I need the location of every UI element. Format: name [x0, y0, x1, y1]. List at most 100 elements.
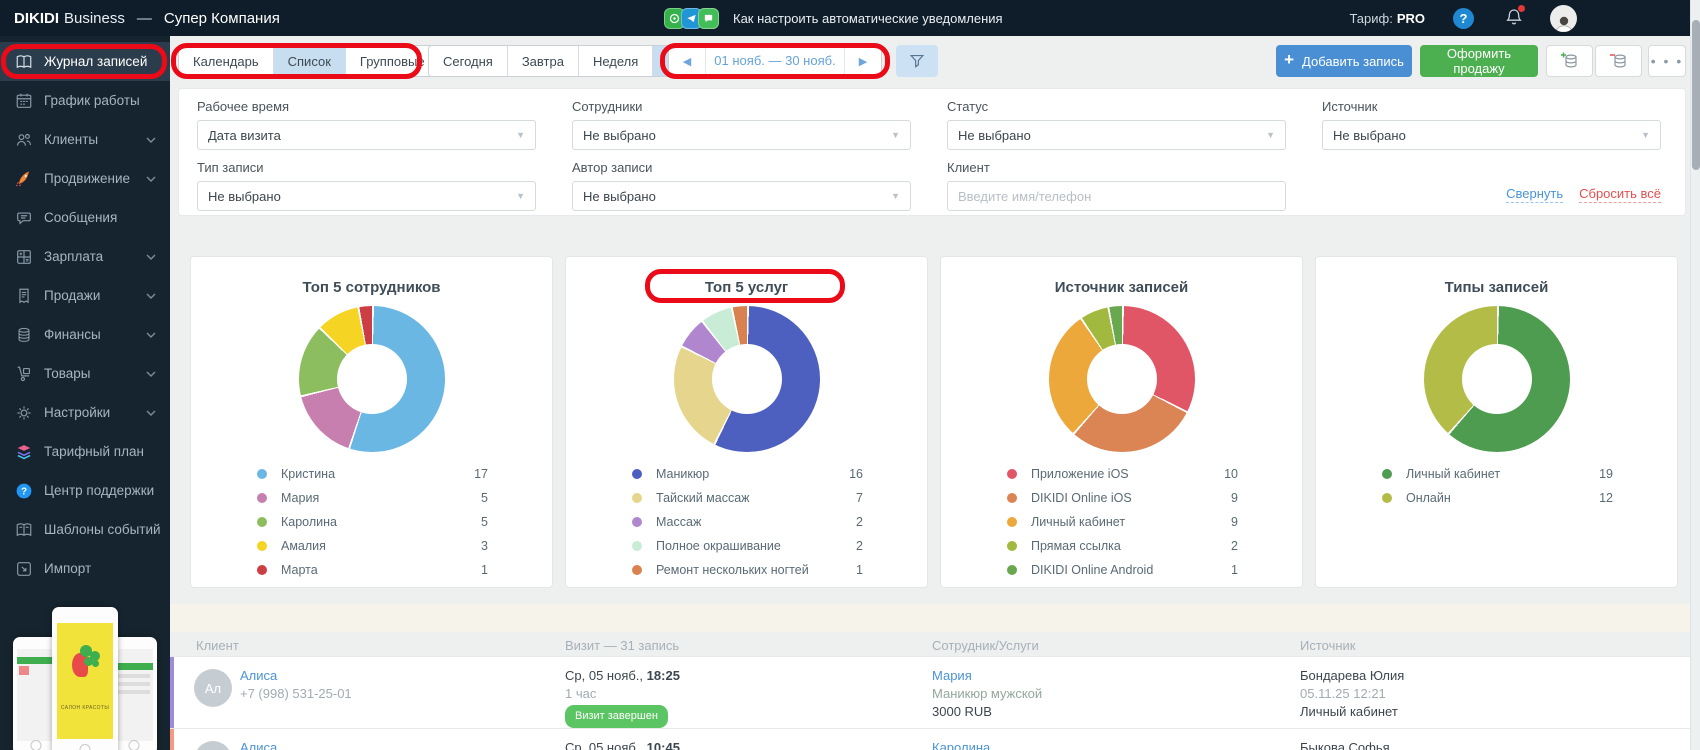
legend-dot — [1007, 541, 1017, 551]
user-avatar[interactable] — [1550, 4, 1577, 32]
donut-hole — [336, 344, 407, 414]
sidebar: Журнал записей График работы Клиенты Продви… — [0, 36, 170, 750]
legend-value: 9 — [1231, 491, 1238, 505]
dropdown-arrow-icon: ▼ — [891, 130, 900, 140]
sidebar-item-label: Журнал записей — [44, 54, 148, 69]
sidebar-item-messages[interactable]: Сообщения — [0, 198, 170, 237]
source-cell: Быкова Софья — [1300, 739, 1390, 750]
column-employee: Сотрудник/Услуги — [932, 638, 1039, 653]
filter-field-4: Источник Не выбрано ▼ — [1322, 99, 1661, 150]
sidebar-item-support[interactable]: ? Центр поддержки — [0, 471, 170, 510]
filter-select[interactable]: Не выбрано ▼ — [572, 181, 911, 211]
donut-hole — [1086, 344, 1157, 414]
legend-item: Тайский массаж 7 — [632, 486, 863, 510]
view-tab-3[interactable]: Групповые — [345, 46, 439, 76]
legend-value: 7 — [856, 491, 863, 505]
table-rows: Ал Алиса +7 (998) 531-25-01 Ср, 05 нояб., 1… — [170, 656, 1690, 750]
filter-label: Автор записи — [572, 160, 653, 175]
legend-label: Массаж — [656, 515, 702, 529]
legend-dot — [632, 565, 642, 575]
plus-icon: + — [1284, 50, 1295, 69]
legend-label: Каролина — [281, 515, 337, 529]
employee-link[interactable]: Мария — [932, 668, 972, 683]
legend-value: 19 — [1599, 467, 1613, 481]
filter-select[interactable]: Не выбрано ▼ — [572, 120, 911, 150]
legend-dot — [632, 469, 642, 479]
sidebar-menu: Журнал записей График работы Клиенты Продви… — [0, 36, 170, 588]
donut-chart — [1048, 306, 1195, 452]
view-tab-1[interactable]: Календарь — [179, 46, 274, 76]
sidebar-item-settings[interactable]: Настройки — [0, 393, 170, 432]
sidebar-item-import[interactable]: Импорт — [0, 549, 170, 588]
chart-card-1: Топ 5 сотрудников Кристина 17 Мария 5 Каролин… — [190, 256, 553, 588]
notification-dot — [1517, 3, 1526, 13]
legend-value: 1 — [856, 563, 863, 577]
filter-label: Тип записи — [197, 160, 264, 175]
add-expense-button[interactable] — [1595, 45, 1642, 77]
period-tab-3[interactable]: Неделя — [578, 46, 654, 76]
notifications-promo-banner[interactable]: Как настроить автоматические уведомления — [664, 0, 1003, 36]
period-tab-2[interactable]: Завтра — [507, 46, 579, 76]
filter-toggle-button[interactable] — [896, 45, 938, 77]
legend-value: 10 — [1224, 467, 1238, 481]
legend-value: 12 — [1599, 491, 1613, 505]
sidebar-item-label: Центр поддержки — [44, 483, 155, 498]
filter-links: Свернуть Сбросить всё — [1322, 160, 1661, 211]
visit-cell: Ср, 05 нояб., 18:25 1 час Визит завершен — [565, 667, 680, 728]
help-button[interactable]: ? — [1453, 7, 1474, 29]
checkout-sale-button[interactable]: Оформить продажу — [1420, 45, 1538, 77]
legend-dot — [1382, 493, 1392, 503]
company-name[interactable]: Супер Компания — [163, 9, 280, 27]
chevron-down-icon — [146, 410, 156, 416]
mobile-app-promo-image[interactable]: САЛОН КРАСОТЫ — [0, 585, 170, 750]
notifications-button[interactable] — [1504, 3, 1526, 30]
client-name-link[interactable]: Алиса — [240, 668, 278, 683]
sidebar-item-schedule[interactable]: График работы — [0, 81, 170, 120]
chevron-down-icon — [146, 137, 156, 143]
period-tab-1[interactable]: Сегодня — [429, 46, 508, 76]
records-table: Клиент Визит — 31 запись Сотрудник/Услуг… — [170, 604, 1690, 750]
visit-cell: Ср, 05 нояб., 10:45 — [565, 739, 680, 750]
employee-link[interactable]: Каролина — [932, 740, 991, 750]
client-name-link[interactable]: Алиса — [240, 740, 278, 750]
filter-select-value: Не выбрано — [583, 188, 656, 204]
promo-phone-right — [111, 637, 157, 750]
sidebar-item-tariff[interactable]: Тарифный план — [0, 432, 170, 471]
legend-dot — [257, 565, 267, 575]
sidebar-item-finance[interactable]: Финансы — [0, 315, 170, 354]
sidebar-item-promotion[interactable]: Продвижение — [0, 159, 170, 198]
messages-icon — [14, 208, 34, 228]
app-logo[interactable]: DIKIDI Business — Супер Компания — [14, 0, 280, 36]
sidebar-item-templates[interactable]: Шаблоны событий — [0, 510, 170, 549]
prev-period-button[interactable]: ◀ — [682, 55, 692, 68]
add-income-button[interactable] — [1546, 45, 1593, 77]
filter-select[interactable]: Дата визита ▼ — [197, 120, 536, 150]
next-period-button[interactable]: ▶ — [858, 55, 868, 68]
sidebar-item-journal[interactable]: Журнал записей — [0, 42, 170, 81]
filter-select[interactable]: Не выбрано ▼ — [947, 120, 1286, 150]
client-search-input[interactable] — [958, 188, 1275, 204]
filter-field-2: Сотрудники Не выбрано ▼ — [572, 99, 911, 150]
scrollbar-thumb[interactable] — [1692, 20, 1700, 170]
legend-value: 2 — [856, 515, 863, 529]
sidebar-item-salary[interactable]: Зарплата — [0, 237, 170, 276]
collapse-filters-link[interactable]: Свернуть — [1506, 186, 1564, 203]
add-record-button[interactable]: + Добавить запись — [1276, 45, 1412, 77]
filter-select[interactable]: Не выбрано ▼ — [1322, 120, 1661, 150]
date-range-label[interactable]: 01 нояб. — 30 нояб. — [705, 46, 845, 76]
filter-select[interactable]: Не выбрано ▼ — [197, 181, 536, 211]
legend-item: Полное окрашивание 2 — [632, 534, 863, 558]
reset-filters-link[interactable]: Сбросить всё — [1579, 186, 1661, 203]
view-tab-2[interactable]: Список — [273, 46, 346, 76]
schedule-icon — [14, 91, 34, 111]
filter-select-value: Не выбрано — [958, 127, 1031, 143]
sidebar-item-goods[interactable]: Товары — [0, 354, 170, 393]
sidebar-item-clients[interactable]: Клиенты — [0, 120, 170, 159]
donut-hole — [1461, 344, 1532, 414]
legend-dot — [632, 517, 642, 527]
legend-label: Мария — [281, 491, 320, 505]
more-actions-button[interactable]: • • • — [1648, 45, 1686, 77]
sidebar-item-sales[interactable]: Продажи — [0, 276, 170, 315]
